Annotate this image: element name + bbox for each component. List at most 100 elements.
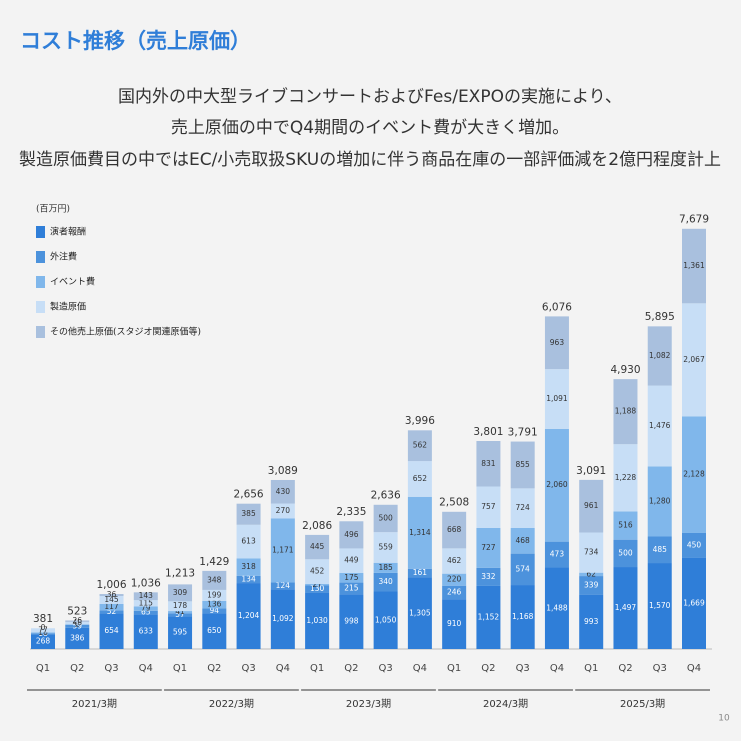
bar-segment: [270, 479, 295, 504]
total-label: 3,801: [473, 426, 503, 438]
segment-label: 2,060: [546, 480, 568, 489]
segment-label: 1,488: [546, 603, 568, 612]
total-label: 1,429: [199, 556, 229, 568]
total-label: 5,895: [645, 311, 675, 323]
bar-segment: [270, 518, 295, 583]
bar-segment: [31, 634, 55, 649]
x-tick-label: Q2: [207, 663, 221, 674]
bar-segment: [236, 503, 261, 525]
bar-segment: [65, 620, 90, 622]
x-tick-label: Q1: [584, 663, 598, 674]
bar-segment: [579, 594, 604, 649]
bar-segment: [168, 616, 193, 649]
segment-label: 1,476: [649, 421, 671, 430]
x-tick-label: Q3: [241, 663, 255, 674]
segment-label: 143: [139, 591, 154, 600]
bar-segment: [202, 608, 227, 614]
group-label: 2024/3期: [483, 698, 528, 710]
legend-label: その他売上原価(スタジオ関連原価等): [50, 326, 201, 338]
bar-segment: [682, 303, 706, 417]
x-tick-label: Q2: [70, 663, 84, 674]
segment-label: 130: [310, 584, 325, 593]
segment-label: 134: [241, 574, 256, 583]
total-label: 3,091: [576, 465, 606, 477]
segment-label: 1,497: [615, 603, 637, 612]
bar-segment: [544, 316, 569, 370]
total-label: 2,656: [234, 489, 264, 501]
segment-label: 668: [447, 525, 462, 534]
bar-segment: [579, 576, 604, 595]
bar-segment: [544, 369, 569, 429]
segment-label: 1,280: [649, 496, 671, 505]
segment-label: 348: [207, 575, 222, 584]
total-label: 3,996: [405, 415, 435, 427]
segment-label: 963: [550, 338, 565, 347]
x-tick-label: Q2: [481, 663, 495, 674]
bar-segment: [373, 532, 398, 563]
x-tick-label: Q4: [276, 663, 290, 674]
bar-segment: [476, 441, 501, 487]
bar-segment: [544, 428, 569, 542]
segment-label: 993: [584, 617, 599, 626]
segment-label: 485: [653, 545, 668, 554]
bar-segment: [168, 601, 193, 612]
bar-segment: [407, 496, 432, 569]
bar-segment: [99, 594, 124, 597]
bar-segment: [647, 466, 672, 537]
total-label: 4,930: [610, 364, 640, 376]
segment-label: 1,669: [683, 598, 705, 607]
segment-label: 41: [175, 607, 185, 616]
segment-label: 1,092: [272, 614, 294, 623]
x-tick-label: Q3: [516, 663, 530, 674]
legend-swatch: [36, 276, 45, 288]
segment-label: 496: [344, 530, 359, 539]
bar-segment: [270, 582, 295, 590]
bar-segment: [613, 444, 638, 512]
segment-label: 0: [41, 623, 46, 632]
bar-segment: [407, 577, 432, 649]
bar-segment: [168, 611, 193, 614]
segment-label: 2,067: [683, 355, 705, 364]
total-label: 1,036: [131, 577, 161, 589]
total-label: 7,679: [679, 214, 709, 226]
bar-segment: [65, 621, 90, 625]
segment-label: 757: [481, 502, 496, 511]
segment-label: 998: [344, 617, 359, 626]
bar-segment: [270, 503, 295, 519]
bar-segment: [647, 536, 672, 564]
bar-segment: [236, 575, 261, 584]
total-label: 2,508: [439, 497, 469, 509]
segment-label: 340: [378, 577, 393, 586]
x-tick-label: Q3: [379, 663, 393, 674]
bar-segment: [510, 553, 535, 586]
bar-segment: [202, 589, 227, 601]
segment-label: 385: [241, 509, 256, 518]
segment-label: 268: [36, 637, 51, 646]
segment-label: 633: [139, 627, 154, 636]
segment-label: 1,030: [306, 616, 328, 625]
segment-label: 500: [378, 513, 393, 522]
bar-segment: [31, 628, 55, 633]
x-tick-label: Q1: [310, 663, 324, 674]
bar-segment: [305, 584, 330, 586]
segment-label: 1,152: [478, 612, 500, 621]
segment-label: 318: [241, 562, 256, 571]
legend-label: イベント費: [50, 276, 95, 288]
bar-segment: [544, 541, 569, 568]
legend-swatch: [36, 251, 45, 263]
total-label: 1,006: [96, 579, 126, 591]
segment-label: 430: [276, 487, 291, 496]
segment-label: 59: [72, 621, 82, 630]
bar-segment: [442, 548, 467, 574]
segment-label: 270: [276, 506, 291, 515]
bar-segment: [339, 594, 364, 649]
bar-segment: [133, 614, 158, 649]
legend-label: 演者報酬: [50, 226, 86, 238]
bar-segment: [682, 228, 706, 304]
bar-segment: [133, 606, 158, 611]
segment-label: 145: [104, 595, 119, 604]
segment-label: 386: [70, 633, 85, 642]
total-label: 3,089: [268, 465, 298, 477]
bar-segment: [476, 585, 501, 649]
segment-label: 855: [516, 460, 531, 469]
